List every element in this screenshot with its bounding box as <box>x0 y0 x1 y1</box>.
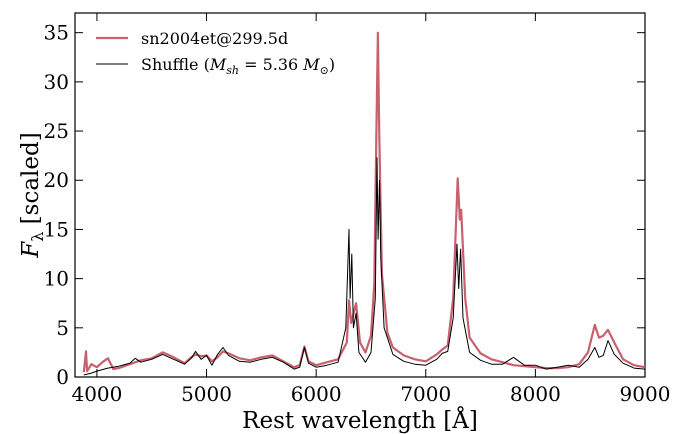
legend-model-sun: ⊙ <box>320 64 329 77</box>
y-axis-label-sub: λ <box>28 232 47 242</box>
series-line-model <box>83 157 646 376</box>
series-lines <box>82 31 646 376</box>
x-tick-label: 6000 <box>291 382 342 406</box>
y-tick-label: 15 <box>44 217 69 241</box>
plot-frame <box>74 12 646 378</box>
x-axis-label: Rest wavelength [Å] <box>242 406 478 434</box>
x-tick-label: 4000 <box>71 382 122 406</box>
legend-model-eq: = 5.36 <box>239 55 303 74</box>
x-tick-label: 7000 <box>400 382 451 406</box>
y-tick-label: 25 <box>44 119 69 143</box>
plot-area <box>74 12 646 378</box>
y-axis-label-main: F <box>18 241 44 259</box>
y-axis-label-rest: [scaled] <box>18 132 44 231</box>
x-tick-label: 5000 <box>181 382 232 406</box>
legend-label-model: Shuffle (Msh = 5.36 M⊙) <box>141 55 335 77</box>
tick-labels: 4000 5000 6000 7000 8000 9000 0 5 10 15 20 25 30 35 <box>44 21 671 406</box>
y-tick-label: 20 <box>44 168 69 192</box>
legend-model-M: M <box>209 55 227 74</box>
legend-model-Msun: M <box>302 55 320 74</box>
x-tick-label: 8000 <box>510 382 561 406</box>
legend-model-sh: sh <box>226 64 239 77</box>
y-tick-label: 35 <box>44 21 69 45</box>
series-line-observed <box>82 31 646 373</box>
y-tick-label: 0 <box>56 365 69 389</box>
y-tick-label: 10 <box>44 267 69 291</box>
x-tick-label: 9000 <box>620 382 671 406</box>
y-tick-label: 30 <box>44 70 69 94</box>
legend-label-observed: sn2004et@299.5d <box>141 29 288 48</box>
y-axis-label: Fλ [scaled] <box>18 132 47 258</box>
axis-ticks <box>75 13 646 378</box>
legend: sn2004et@299.5d Shuffle (Msh = 5.36 M⊙) <box>96 29 335 77</box>
y-tick-label: 5 <box>56 316 69 340</box>
legend-model-suffix: ) <box>329 55 335 74</box>
legend-model-prefix: Shuffle ( <box>141 55 210 74</box>
